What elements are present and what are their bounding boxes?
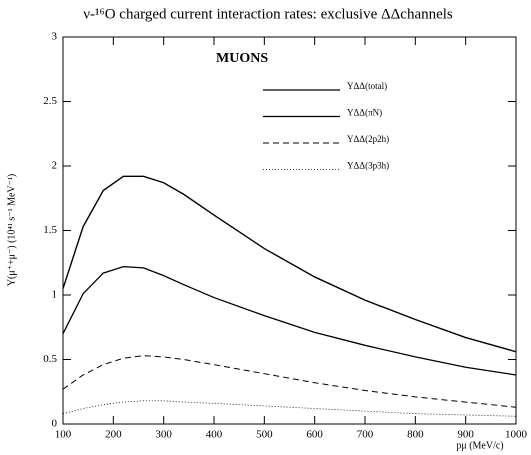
legend-label: YΔΔ(total) [347, 81, 387, 91]
x-tick-label: 200 [105, 429, 122, 441]
line-series [62, 355, 517, 408]
line-series [62, 175, 517, 353]
y-tick-label: 2.5 [43, 95, 57, 107]
y-tick-label: 1 [52, 289, 58, 301]
x-tick-label: 700 [357, 429, 374, 441]
y-tick-label: 0.5 [43, 353, 57, 365]
y-axis-label: Y(μ⁺+μ⁻) (10⁴¹ s⁻¹ MeV⁻¹) [6, 174, 17, 286]
line-series [62, 400, 517, 417]
annotation: MUONS [216, 51, 268, 66]
x-tick-label: 800 [407, 429, 424, 441]
y-tick-label: 1.5 [43, 224, 57, 236]
line-series [62, 265, 517, 376]
x-tick-label: 1000 [505, 429, 528, 441]
x-tick-label: 500 [256, 429, 273, 441]
legend-label: YΔΔ(3p3h) [347, 161, 389, 171]
x-tick-label: 900 [457, 429, 474, 441]
x-tick-label: 100 [55, 429, 72, 441]
legend-label: YΔΔ(2p2h) [347, 134, 389, 144]
y-tick-label: 2 [52, 160, 58, 172]
x-tick-label: 300 [155, 429, 172, 441]
chart-title: ν-¹⁶O charged current interaction rates:… [83, 6, 453, 22]
legend-label: YΔΔ(πN) [347, 108, 382, 118]
y-tick-label: 0 [52, 418, 58, 430]
x-tick-label: 400 [206, 429, 223, 441]
x-axis-label: pμ (MeV/c) [456, 440, 503, 451]
x-tick-label: 600 [306, 429, 323, 441]
y-tick-label: 3 [52, 31, 58, 43]
plot-frame [62, 36, 517, 425]
